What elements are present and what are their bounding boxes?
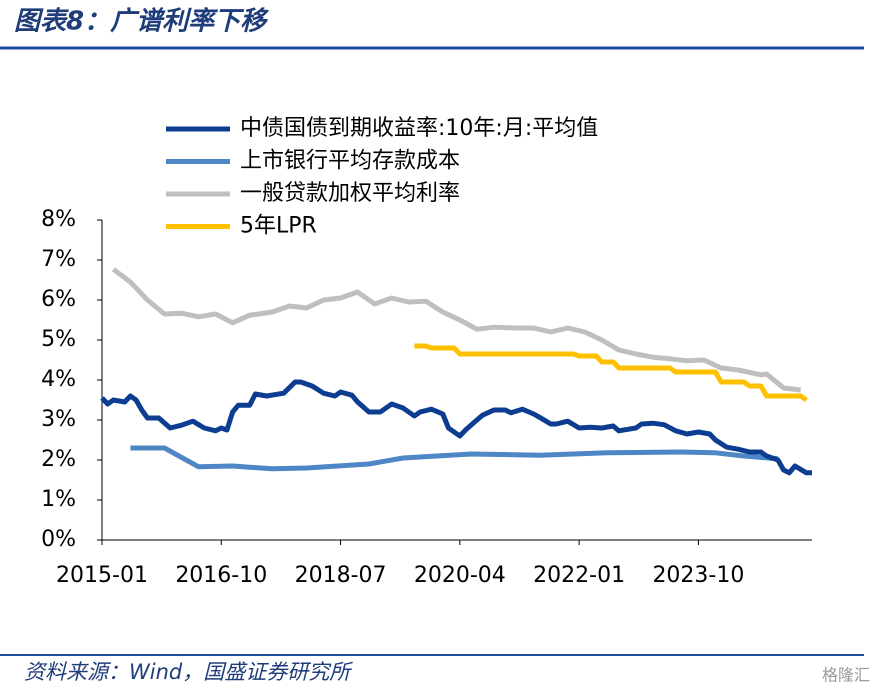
x-tick-label: 2018-07 [295,563,387,588]
legend-label: 中债国债到期收益率:10年:月:平均值 [240,116,598,141]
x-tick-label: 2022-01 [533,563,625,588]
x-tick-label: 2023-10 [652,563,744,588]
y-tick-label: 5% [41,327,76,352]
legend-label: 5年LPR [240,214,317,239]
series-line [100,379,812,476]
series-line [414,343,808,403]
x-tick-label: 2015-01 [56,563,148,588]
legend-label: 一般贷款加权平均利率 [240,181,460,206]
watermark: 格隆汇 [822,666,870,685]
series-line [130,445,779,472]
y-tick-label: 0% [41,527,76,552]
source: 资料来源：Wind，国盛证券研究所 [24,660,353,684]
y-tick-label: 8% [41,207,76,232]
x-tick-label: 2016-10 [175,563,267,588]
y-tick-label: 3% [41,407,76,432]
series-line [111,267,801,393]
legend-label: 上市银行平均存款成本 [240,149,460,174]
y-tick-label: 7% [41,247,76,272]
x-tick-label: 2020-04 [414,563,506,588]
y-tick-label: 1% [41,487,76,512]
title: 图表8：广谱利率下移 [14,7,269,37]
y-tick-label: 2% [41,447,76,472]
y-tick-label: 6% [41,287,76,312]
y-tick-label: 4% [41,367,76,392]
